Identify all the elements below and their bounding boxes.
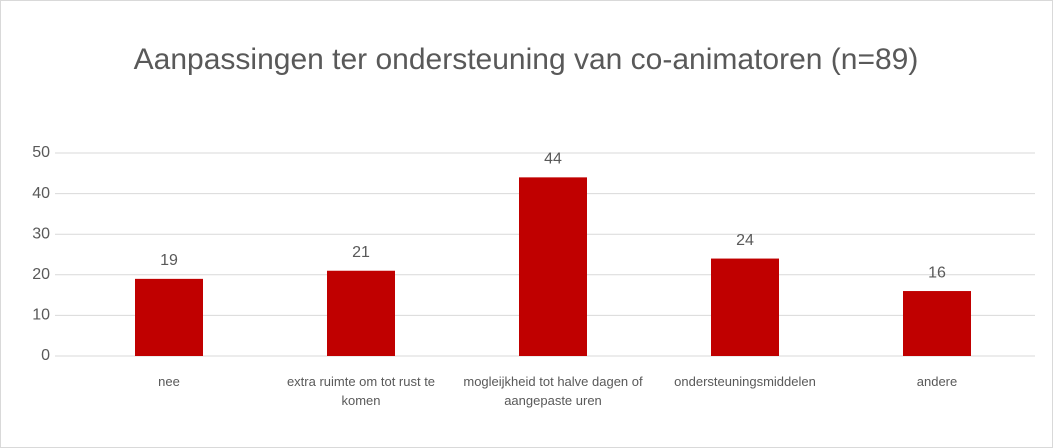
y-tick-label: 10 bbox=[32, 307, 50, 324]
y-tick-label: 40 bbox=[32, 185, 50, 202]
y-tick-label: 0 bbox=[41, 347, 50, 364]
x-tick-label: nee bbox=[158, 374, 180, 389]
data-label: 24 bbox=[736, 232, 754, 249]
x-tick-label: andere bbox=[916, 374, 958, 389]
data-label: 21 bbox=[352, 244, 370, 261]
x-tick-label: mogleijkheid tot halve dagen of aangepas… bbox=[463, 374, 643, 408]
bar bbox=[519, 177, 587, 356]
y-tick-label: 50 bbox=[32, 144, 50, 161]
data-label: 16 bbox=[928, 264, 946, 281]
x-tick-label: extra ruimte om tot rust te komen bbox=[286, 374, 436, 408]
bar bbox=[903, 291, 971, 356]
data-label: 44 bbox=[544, 151, 562, 168]
bar bbox=[135, 278, 203, 356]
bar bbox=[711, 258, 779, 356]
y-tick-label: 20 bbox=[32, 266, 50, 283]
data-label: 19 bbox=[160, 252, 178, 269]
chart-title: Aanpassingen ter ondersteuning van co-an… bbox=[133, 43, 919, 76]
x-tick-label: ondersteuningsmiddelen bbox=[674, 374, 816, 389]
y-tick-label: 30 bbox=[32, 225, 50, 242]
bar bbox=[327, 270, 395, 356]
